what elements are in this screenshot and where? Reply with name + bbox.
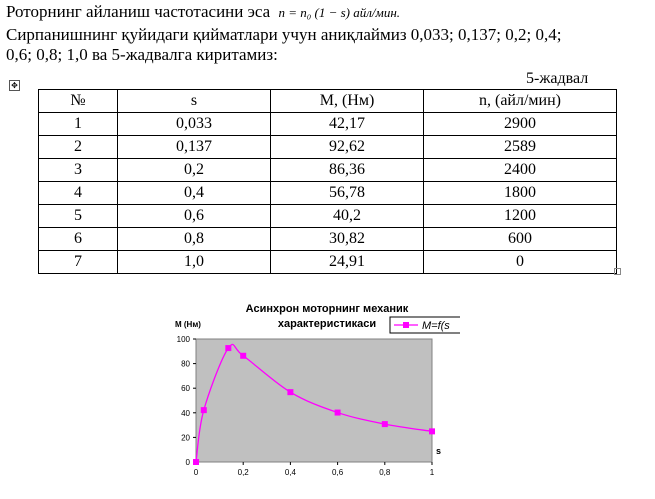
cell-speed: 2589 — [423, 135, 617, 159]
cell-speed: 2400 — [423, 158, 617, 182]
data-point-marker — [225, 345, 232, 352]
table-header-row: № s M, (Нм) n, (айл/мин) — [38, 89, 617, 113]
cell-slip: 1,0 — [117, 250, 271, 274]
cell-torque: 30,82 — [270, 227, 424, 251]
table-row: 7 1,0 24,91 0 — [38, 250, 617, 274]
header-slip: s — [117, 89, 271, 113]
cell-torque: 42,17 — [270, 112, 424, 136]
cell-number: 1 — [38, 112, 118, 136]
legend-label: M=f(s — [422, 320, 450, 332]
x-tick-label: 0,4 — [285, 468, 297, 477]
data-point-marker — [200, 407, 207, 414]
cell-number: 2 — [38, 135, 118, 159]
cell-slip: 0,8 — [117, 227, 271, 251]
table-label: 5-жадвал — [526, 70, 589, 87]
y-tick-label: 80 — [181, 360, 190, 369]
x-tick-label: 1 — [430, 468, 435, 477]
cell-speed: 2900 — [423, 112, 617, 136]
cell-number: 3 — [38, 158, 118, 182]
table-row: 6 0,8 30,82 600 — [38, 227, 617, 251]
y-tick-label: 100 — [177, 335, 191, 344]
cell-slip: 0,2 — [117, 158, 271, 182]
y-tick-label: 40 — [181, 409, 190, 418]
table-row: 4 0,4 56,78 1800 — [38, 181, 617, 205]
table-move-handle-icon[interactable]: ✥ — [9, 80, 20, 91]
rotor-speed-formula: n = n₀ (1 − s) айл/мин. — [278, 5, 401, 20]
legend: M=f(s — [389, 316, 460, 334]
torque-slip-chart: Асинхрон моторнинг механик характеристик… — [175, 303, 460, 477]
data-point-marker — [240, 352, 247, 359]
cell-slip: 0,6 — [117, 204, 271, 228]
cell-speed: 0 — [423, 250, 617, 274]
cell-torque: 86,36 — [270, 158, 424, 182]
cell-slip: 0,033 — [117, 112, 271, 136]
cell-torque: 92,62 — [270, 135, 424, 159]
cell-number: 7 — [38, 250, 118, 274]
header-number: № — [38, 89, 118, 113]
cell-number: 5 — [38, 204, 118, 228]
legend-box — [389, 316, 460, 334]
intro-text: Роторнинг айланиш частотасини эса — [6, 2, 271, 21]
cell-slip: 0,4 — [117, 181, 271, 205]
data-point-marker — [287, 389, 294, 396]
cell-speed: 600 — [423, 227, 617, 251]
paragraph-line-1: Сирпанишнинг қуйидаги қийматлари учун ан… — [6, 25, 562, 44]
chart-title-line-1: Асинхрон моторнинг механик — [246, 303, 409, 315]
cell-torque: 40,2 — [270, 204, 424, 228]
plot-area — [195, 338, 433, 463]
table-row: 3 0,2 86,36 2400 — [38, 158, 617, 182]
cell-number: 6 — [38, 227, 118, 251]
data-point-marker — [334, 409, 341, 416]
data-point-marker — [429, 428, 435, 435]
cell-number: 4 — [38, 181, 118, 205]
x-axis-label: s — [436, 446, 441, 456]
header-speed: n, (айл/мин) — [423, 89, 617, 113]
series-line — [195, 343, 433, 463]
table-row: 5 0,6 40,2 1200 — [38, 204, 617, 228]
data-point-marker — [193, 459, 199, 465]
cell-slip: 0,137 — [117, 135, 271, 159]
y-tick-label: 0 — [186, 458, 191, 467]
x-tick-label: 0 — [194, 468, 199, 477]
data-point-marker — [381, 421, 388, 428]
y-axis-label: М (Нм) — [175, 320, 201, 329]
data-table: № s M, (Нм) n, (айл/мин) 1 0,033 42,17 2… — [38, 89, 617, 274]
table-resize-handle[interactable] — [614, 268, 621, 275]
x-tick-label: 0,6 — [332, 468, 344, 477]
intro-line: Роторнинг айланиш частотасини эса n = n₀… — [6, 2, 400, 22]
table-row: 1 0,033 42,17 2900 — [38, 112, 617, 136]
paragraph-line-2: 0,6; 0,8; 1,0 ва 5-жадвалга киритамиз: — [6, 45, 278, 64]
y-tick-label: 60 — [181, 384, 190, 393]
cell-speed: 1200 — [423, 204, 617, 228]
cell-speed: 1800 — [423, 181, 617, 205]
chart-title-line-2: характеристикаси — [278, 318, 376, 330]
x-tick-label: 0,2 — [238, 468, 250, 477]
header-torque: M, (Нм) — [270, 89, 424, 113]
legend-marker — [403, 322, 409, 328]
cell-torque: 56,78 — [270, 181, 424, 205]
x-tick-label: 0,8 — [379, 468, 391, 477]
y-tick-label: 20 — [181, 433, 190, 442]
cell-torque: 24,91 — [270, 250, 424, 274]
table-row: 2 0,137 92,62 2589 — [38, 135, 617, 159]
